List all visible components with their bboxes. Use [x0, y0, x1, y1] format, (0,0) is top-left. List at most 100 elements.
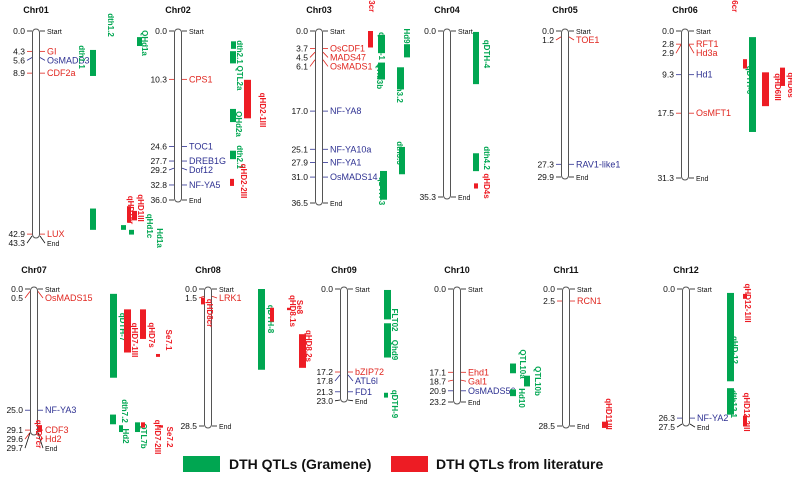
- marker-label: OsMADS56: [468, 386, 516, 396]
- qtl-label: qHD8cr: [205, 299, 214, 327]
- marker-nf-ya8: 17.0 NF-YA8: [291, 106, 361, 116]
- qtl-label: qHD-12: [730, 336, 739, 365]
- marker-position: 4.3: [13, 46, 25, 56]
- chromosome-chr01: Chr01 0.0 Start 4.3 GI 5.6 OsMADS3 8.9 CDF2a 42.9…: [8, 5, 164, 248]
- marker-position: 28.5: [180, 421, 197, 431]
- qtl-bar-qhd3-1: [378, 34, 385, 54]
- chromosome-bar: [204, 286, 212, 429]
- chromosome-bar: [174, 28, 182, 203]
- qtl-label: qDTH-7: [118, 313, 127, 342]
- marker-label: RAV1-like1: [576, 159, 620, 169]
- marker-label: RFT1: [696, 39, 719, 49]
- marker-tick-left: [26, 235, 33, 244]
- marker-tick-left: [334, 374, 341, 382]
- chromosome-chr07: Chr07 0.0 Start 0.5 OsMADS15 25.0 NF-YA3 29.1 CD…: [6, 265, 174, 454]
- chromosome-chr12: Chr12 0.0 Start 26.3 NF-YA2 27.5 End qHD12-1III…: [658, 265, 752, 432]
- qtl-label: qHD6s: [786, 72, 792, 98]
- marker-position: 1.2: [542, 35, 554, 45]
- qtl-bar-qdth-8: [258, 289, 265, 370]
- marker-position: 0.0: [13, 26, 25, 36]
- marker-start: 0.0 Start: [663, 284, 712, 294]
- qtl-label: qHD4s: [482, 173, 491, 199]
- qtl-label: qHD2-2III: [239, 164, 248, 199]
- marker-position: 1.5: [185, 293, 197, 303]
- marker-position: 0.0: [185, 284, 197, 294]
- marker-position: 31.0: [291, 172, 308, 182]
- marker-label: Start: [696, 29, 711, 36]
- marker-end: 23.2 End: [429, 397, 480, 407]
- marker-tick-left: [334, 399, 341, 402]
- qtl-bar-qdth-4: [473, 31, 479, 85]
- marker-tick-left: [309, 59, 316, 67]
- qtl-label: qHD6cr: [730, 0, 739, 12]
- marker-label: NF-YA5: [189, 180, 220, 190]
- qtl-label: Se7.2: [165, 427, 174, 448]
- marker-position: 2.5: [543, 296, 555, 306]
- qtl-bar-qhd11iii: [602, 421, 608, 428]
- qtl-bar-qhd8cr: [201, 297, 205, 305]
- qtl-bar-hd1a: [129, 229, 134, 235]
- marker-label: DREB1G: [189, 156, 226, 166]
- marker-label: End: [468, 400, 481, 407]
- qtl-bar-dth7-2: [110, 414, 116, 425]
- qtl-bar-qhd1cr: [127, 206, 131, 223]
- marker-end: 43.3 End: [8, 235, 60, 248]
- qtl-label: qDTH-3: [377, 177, 386, 206]
- qtl-bar-dth1-2: [90, 208, 96, 230]
- qtl-label: Qhd9: [390, 340, 399, 361]
- qtl-bar-qhd3cr: [368, 31, 373, 48]
- marker-tick-right: [688, 44, 695, 54]
- chromosome-chr08: Chr080.0Start1.5LRK128.5EndqHD8crqDTH-8q…: [180, 265, 313, 431]
- qtl-bar-qhd6s: [780, 67, 785, 86]
- marker-label: OsMADS1: [330, 61, 373, 71]
- legend: DTH QTLs (Gramene) DTH QTLs from literat…: [183, 453, 623, 475]
- qtl-bar-qhd7-1iii: [124, 309, 131, 353]
- marker-tick-right: [37, 432, 44, 440]
- marker-position: 31.3: [657, 173, 674, 183]
- marker-label: Start: [576, 29, 591, 36]
- qtl-label: Hd9: [402, 28, 411, 44]
- marker-label: End: [45, 446, 58, 453]
- marker-label: End: [189, 198, 202, 205]
- marker-label: ATL6l: [355, 376, 378, 386]
- marker-tick-right: [39, 57, 46, 61]
- marker-label: NF-YA10a: [330, 144, 371, 154]
- marker-position: 23.0: [316, 396, 333, 406]
- marker-position: 25.1: [291, 144, 308, 154]
- marker-rft1: 2.8 RFT1: [662, 39, 718, 49]
- marker-position: 0.0: [296, 26, 308, 36]
- marker-label: Dof12: [189, 165, 213, 175]
- marker-position: 23.2: [429, 397, 446, 407]
- chromosome-bar: [30, 286, 38, 436]
- marker-label: bZIP72: [355, 367, 384, 377]
- marker-position: 17.2: [316, 367, 333, 377]
- marker-label: CDF3: [45, 425, 69, 435]
- qtl-label: qHD7-1III: [130, 323, 139, 358]
- marker-osmads14: 31.0 OsMADS14: [291, 172, 377, 182]
- marker-label: LRK1: [219, 293, 242, 303]
- chromosome-chr05: Chr05 0.0 Start 1.2 TOE1 27.3 RAV1-like1 29.9 En…: [537, 5, 620, 182]
- qtl-bar-qhd6iii: [762, 72, 769, 107]
- chromosome-chr03: Chr03 0.0 Start 3.7 OsCDF1 4.5 MADS47 6.1 OsMADS…: [291, 0, 411, 208]
- marker-position: 0.0: [155, 26, 167, 36]
- marker-gi: 4.3 GI: [13, 46, 56, 56]
- qtl-bar-se7-2: [159, 425, 163, 428]
- marker-tick-right: [322, 51, 329, 58]
- qtl-bar-qhd7-2iii: [141, 422, 145, 428]
- marker-tick-right: [39, 235, 46, 244]
- marker-tick-right: [568, 36, 575, 41]
- marker-label: Start: [47, 29, 62, 36]
- marker-cps1: 10.3 CPS1: [150, 74, 212, 84]
- chromosome-bar: [561, 28, 569, 180]
- marker-label: FD1: [355, 387, 372, 397]
- marker-label: OsMADS3: [47, 55, 90, 65]
- qtl-label: dth2.1: [235, 145, 244, 169]
- qtl-label: dth2.1: [235, 40, 244, 64]
- marker-rav1-like1: 27.3 RAV1-like1: [537, 159, 620, 169]
- qtl-label: qHD2-1III: [258, 93, 267, 128]
- marker-label: OsMADS14: [330, 172, 378, 182]
- marker-position: 43.3: [8, 238, 25, 248]
- qtl-label: qHD1III: [136, 194, 145, 222]
